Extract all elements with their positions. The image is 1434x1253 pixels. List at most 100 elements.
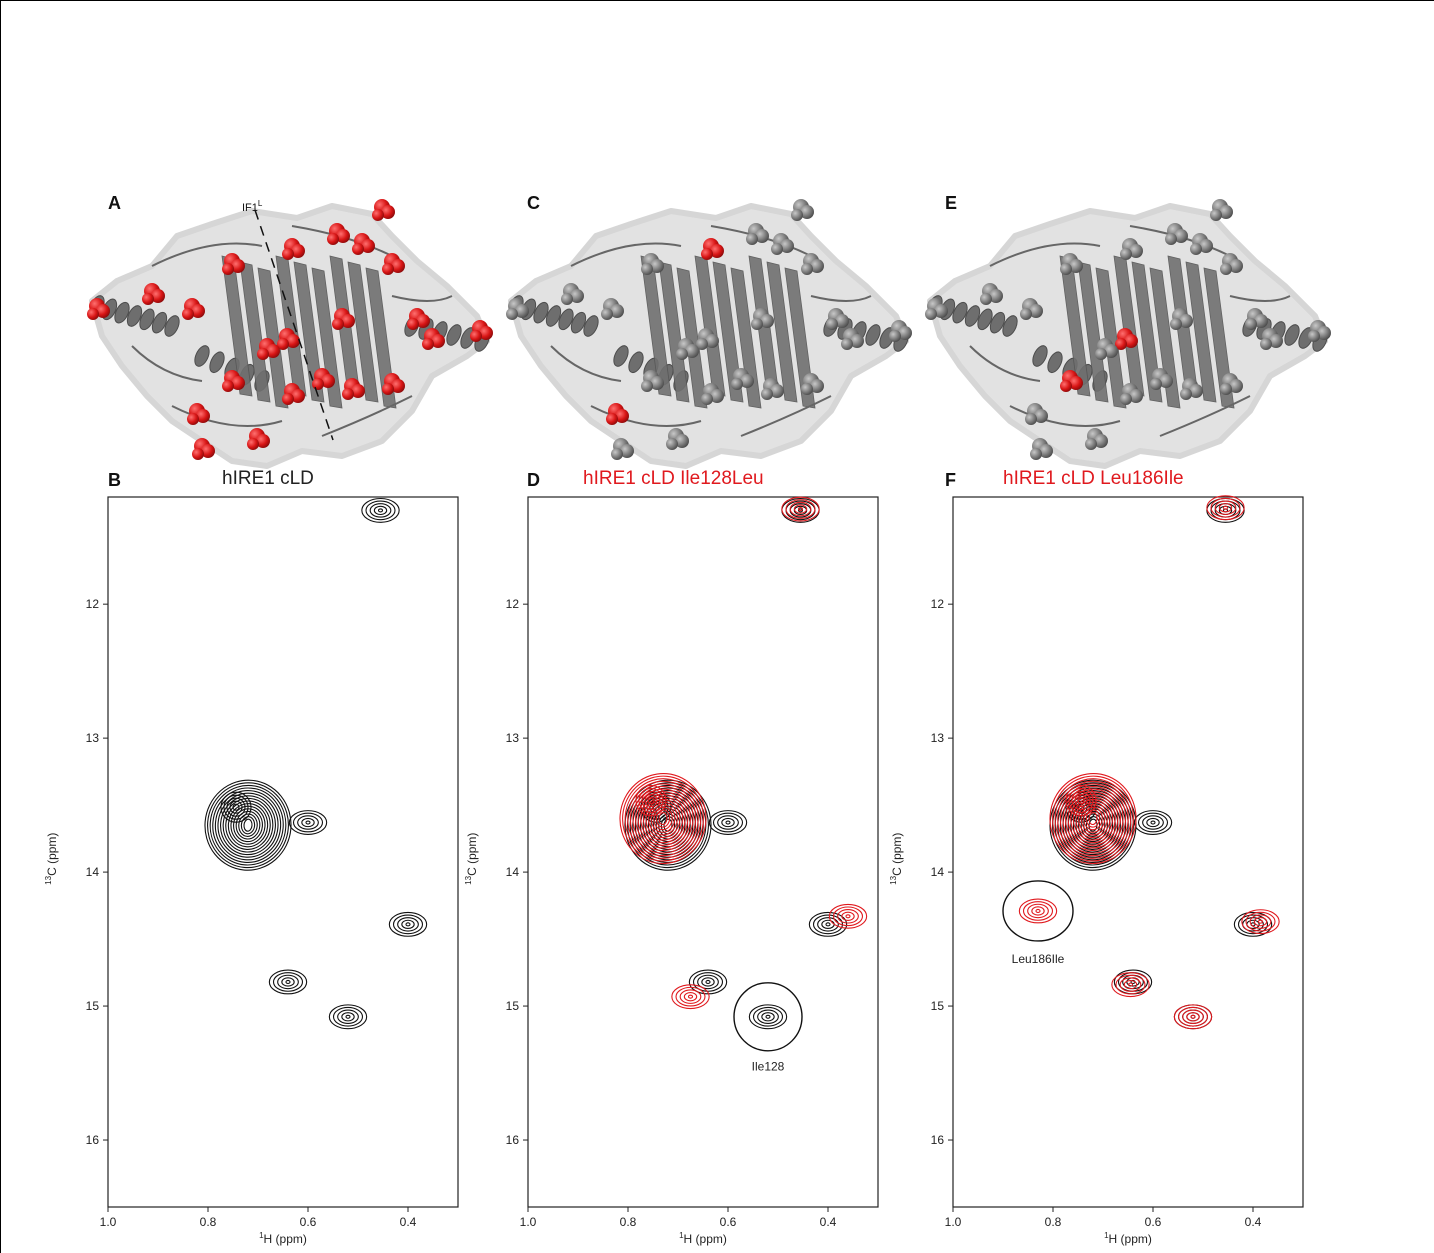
series-peaks	[624, 497, 848, 1030]
residue-spheres	[601, 298, 624, 320]
panel-label-d: D	[527, 470, 540, 490]
x-tick-label: 0.6	[720, 1215, 737, 1229]
protein-structure-a	[87, 199, 493, 469]
residue-spheres	[746, 223, 769, 245]
plot-title-d: hIRE1 cLD Ile128Leu	[583, 468, 764, 489]
figure-border-left	[0, 0, 1, 1253]
residue-spheres	[312, 368, 335, 390]
residue-spheres	[1220, 373, 1243, 395]
interface-label: IF1L	[242, 199, 263, 214]
nmr-peak	[781, 496, 820, 522]
x-tick-label: 1.0	[100, 1215, 117, 1229]
highlight-circle	[733, 982, 803, 1052]
residue-spheres	[1060, 370, 1083, 392]
residue-spheres	[826, 308, 849, 330]
plot-frame	[107, 496, 459, 1208]
residue-spheres	[1020, 298, 1043, 320]
y-tick-label: 14	[931, 865, 945, 879]
panel-label-b: B	[108, 470, 121, 490]
x-tick-label: 0.4	[400, 1215, 417, 1229]
highlight-circle	[1002, 880, 1074, 942]
residue-spheres	[696, 328, 719, 350]
residue-spheres	[641, 253, 664, 275]
nmr-peak	[671, 984, 710, 1010]
y-tick-label: 13	[506, 731, 520, 745]
x-tick-label: 0.8	[620, 1215, 637, 1229]
residue-spheres	[611, 438, 634, 460]
residue-spheres	[1180, 378, 1203, 400]
nmr-peak	[619, 772, 707, 865]
residue-spheres	[222, 253, 245, 275]
residue-spheres	[407, 308, 430, 330]
nmr-peak	[1049, 772, 1137, 865]
residue-spheres	[1308, 320, 1331, 342]
nmr-peak	[1111, 972, 1150, 998]
protein-structure-c	[506, 199, 912, 469]
residue-spheres	[372, 199, 395, 221]
peak-annotation-label: Leu186Ile	[1012, 952, 1065, 966]
residue-spheres	[422, 328, 445, 350]
residue-spheres	[751, 308, 774, 330]
residue-spheres	[382, 373, 405, 395]
residue-spheres	[87, 298, 110, 320]
residue-spheres	[1165, 223, 1188, 245]
y-tick-label: 14	[86, 865, 100, 879]
x-tick-label: 0.6	[1145, 1215, 1162, 1229]
residue-spheres	[980, 283, 1003, 305]
interface-dashed-line	[254, 209, 334, 441]
nmr-peak	[828, 903, 868, 929]
y-tick-label: 12	[931, 597, 945, 611]
residue-spheres	[327, 223, 350, 245]
residue-spheres	[1115, 328, 1138, 350]
plot-frame	[527, 496, 879, 1208]
y-tick-label: 12	[506, 597, 520, 611]
residue-spheres	[277, 328, 300, 350]
nmr-peak	[1018, 898, 1058, 924]
residue-spheres	[182, 298, 205, 320]
residue-spheres	[889, 320, 912, 342]
plot-frame	[952, 496, 1304, 1208]
alpha-helix	[927, 295, 1018, 337]
series-peaks	[1018, 495, 1280, 1030]
nmr-peak	[1241, 909, 1280, 935]
residue-spheres	[282, 383, 305, 405]
y-tick-label: 15	[506, 999, 520, 1013]
series-peaks	[204, 497, 428, 1030]
residue-spheres	[506, 298, 529, 320]
residue-spheres	[1245, 308, 1268, 330]
y-tick-label: 12	[86, 597, 100, 611]
x-tick-label: 0.4	[820, 1215, 837, 1229]
residue-spheres	[666, 428, 689, 450]
nmr-peak	[1173, 1004, 1213, 1030]
residue-spheres	[1190, 233, 1213, 255]
nmr-peak	[1206, 495, 1245, 521]
beta-sheet	[640, 255, 816, 409]
residue-spheres	[1095, 338, 1118, 360]
beta-sheet	[1059, 255, 1235, 409]
y-axis-label: 13C (ppm)	[464, 833, 479, 885]
residue-spheres	[1150, 368, 1173, 390]
residue-spheres	[791, 199, 814, 221]
residue-spheres	[841, 328, 864, 350]
residue-spheres	[771, 233, 794, 255]
figure-border-top	[0, 0, 1434, 1]
residue-spheres	[606, 403, 629, 425]
nmr-peak	[688, 969, 728, 995]
residue-spheres	[1260, 328, 1283, 350]
residue-spheres	[1085, 428, 1108, 450]
residue-spheres	[192, 438, 215, 460]
nmr-peak	[328, 1004, 368, 1030]
y-axis-label: 13C (ppm)	[889, 833, 904, 885]
residue-spheres	[282, 238, 305, 260]
residue-spheres	[676, 338, 699, 360]
nmr-peak	[361, 497, 400, 523]
residue-spheres	[332, 308, 355, 330]
nmr-peak	[1133, 810, 1173, 835]
x-tick-label: 1.0	[945, 1215, 962, 1229]
residue-spheres	[641, 370, 664, 392]
x-tick-label: 0.8	[200, 1215, 217, 1229]
residue-spheres	[1170, 308, 1193, 330]
y-tick-label: 13	[931, 731, 945, 745]
residue-spheres	[701, 238, 724, 260]
